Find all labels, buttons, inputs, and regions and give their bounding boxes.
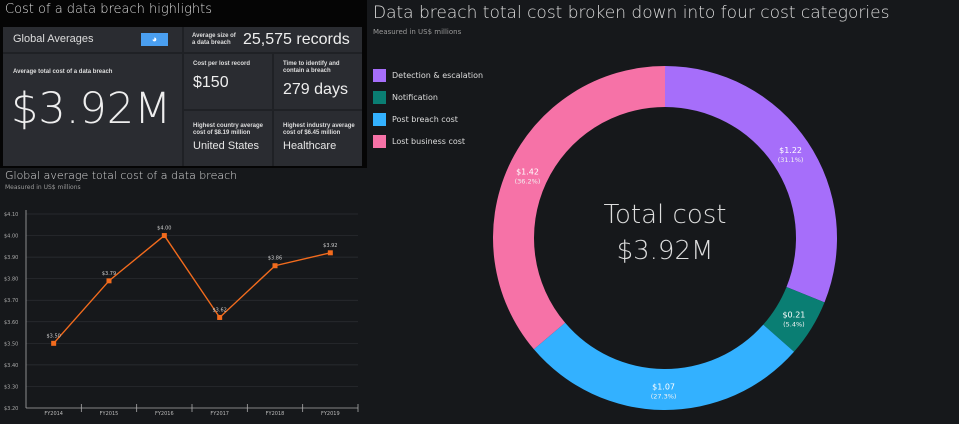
avg-size-cell: Average size of a data breach 25,575 rec… <box>184 27 362 52</box>
country-value: United States <box>193 140 260 152</box>
legend-swatch <box>373 90 386 104</box>
data-label: $3.92 <box>323 243 337 249</box>
line-chart: $3.20 $3.30 $3.40 $3.50 $3.60 $3.70 $3.80 $3.90… <box>4 210 359 417</box>
region-label: Global Averages <box>13 33 94 45</box>
slice-value-label: $1.07 <box>652 382 675 391</box>
line-chart-title: Global average total cost of a data brea… <box>5 169 238 182</box>
avg-size-value: 25,575 records <box>243 31 350 48</box>
highlights-title: Cost of a data breach highlights <box>5 2 213 17</box>
donut-legend: Detection & escalation Notification Post b… <box>373 64 483 152</box>
y-tick-label: $3.50 <box>4 341 18 347</box>
legend-item: Post breach cost <box>373 108 483 130</box>
y-tick-label: $3.40 <box>4 363 18 369</box>
legend-swatch <box>373 134 386 148</box>
legend-label: Notification <box>392 92 438 102</box>
legend-label: Post breach cost <box>392 114 458 124</box>
cost-per-record-value: $150 <box>193 74 229 91</box>
donut-slice <box>493 66 665 350</box>
x-tick-label: FY2018 <box>266 411 285 417</box>
legend-swatch <box>373 68 386 82</box>
slice-value-label: $1.22 <box>779 146 802 155</box>
donut-chart-title: Data breach total cost broken down into … <box>373 3 890 23</box>
data-point <box>51 340 57 346</box>
slice-percent-label: (31.1%) <box>778 156 804 164</box>
legend-swatch <box>373 112 386 126</box>
donut-chart-subtitle: Measured in US$ millions <box>373 28 462 36</box>
legend-label: Lost business cost <box>392 136 466 146</box>
data-point <box>106 278 112 284</box>
y-tick-label: $3.30 <box>4 384 18 390</box>
donut-slice <box>665 66 837 303</box>
donut-chart: $1.22(31.1%) $0.21(5.4%) $1.07(27.3%) $1.42… <box>493 66 837 410</box>
series-line <box>53 234 331 344</box>
slice-value-label: $0.21 <box>782 311 805 320</box>
data-label: $4.00 <box>157 226 171 232</box>
industry-label: Highest industry average cost of $6.45 m… <box>283 123 355 136</box>
slice-percent-label: (5.4%) <box>783 321 805 329</box>
x-tick-label: FY2014 <box>44 411 63 417</box>
legend-label: Detection & escalation <box>392 70 484 80</box>
x-tick-label: FY2017 <box>210 411 229 417</box>
industry-cell: Highest industry average cost of $6.45 m… <box>274 111 362 166</box>
slice-percent-label: (36.2%) <box>515 177 541 185</box>
data-point <box>327 250 333 256</box>
donut-slice <box>533 322 795 410</box>
slice-value-label: $1.42 <box>516 167 539 176</box>
legend-item: Lost business cost <box>373 130 483 152</box>
donut-slice <box>763 286 825 352</box>
data-label: $3.62 <box>213 307 227 313</box>
avg-total-label: Average total cost of a data breach <box>13 69 113 75</box>
x-tick-label: FY2015 <box>100 411 119 417</box>
data-point <box>161 233 167 239</box>
avg-total-value: $3.92M <box>11 84 172 134</box>
data-label: $3.86 <box>268 256 282 262</box>
y-tick-label: $3.60 <box>4 320 18 326</box>
data-point <box>272 263 278 269</box>
x-tick-label: FY2019 <box>321 411 340 417</box>
industry-value: Healthcare <box>283 140 337 152</box>
y-tick-label: $3.70 <box>4 298 18 304</box>
donut-center-value: $3.92M <box>616 236 714 266</box>
time-label: Time to identify and contain a breach <box>283 61 340 74</box>
donut-center-label: Total cost <box>603 200 727 230</box>
cost-per-record-cell: Cost per lost record $150 <box>184 54 272 109</box>
globe-icon[interactable]: ◕ <box>141 33 168 46</box>
y-tick-label: $3.90 <box>4 255 18 261</box>
time-value: 279 days <box>283 81 348 98</box>
y-tick-label: $4.10 <box>4 212 18 218</box>
data-point <box>217 314 223 320</box>
avg-size-label: Average size of a data breach <box>192 32 236 46</box>
y-tick-label: $3.80 <box>4 277 18 283</box>
region-header: Global Averages ◕ <box>3 27 182 52</box>
cost-per-record-label: Cost per lost record <box>193 61 251 67</box>
avg-total-cell: Average total cost of a data breach $3.9… <box>3 54 182 166</box>
x-tick-label: FY2016 <box>155 411 174 417</box>
time-cell: Time to identify and contain a breach 27… <box>274 54 362 109</box>
highlights-panel: Global Averages ◕ Average total cost of … <box>3 27 362 166</box>
data-label: $3.79 <box>102 271 116 277</box>
data-label: $3.50 <box>47 333 61 339</box>
y-tick-label: $4.00 <box>4 234 18 240</box>
line-chart-subtitle: Measured in US$ millions <box>5 184 81 191</box>
legend-item: Detection & escalation <box>373 64 483 86</box>
legend-item: Notification <box>373 86 483 108</box>
slice-percent-label: (27.3%) <box>651 392 677 400</box>
y-tick-label: $3.20 <box>4 406 18 412</box>
country-label: Highest country average cost of $8.19 mi… <box>193 123 264 136</box>
country-cell: Highest country average cost of $8.19 mi… <box>184 111 272 166</box>
